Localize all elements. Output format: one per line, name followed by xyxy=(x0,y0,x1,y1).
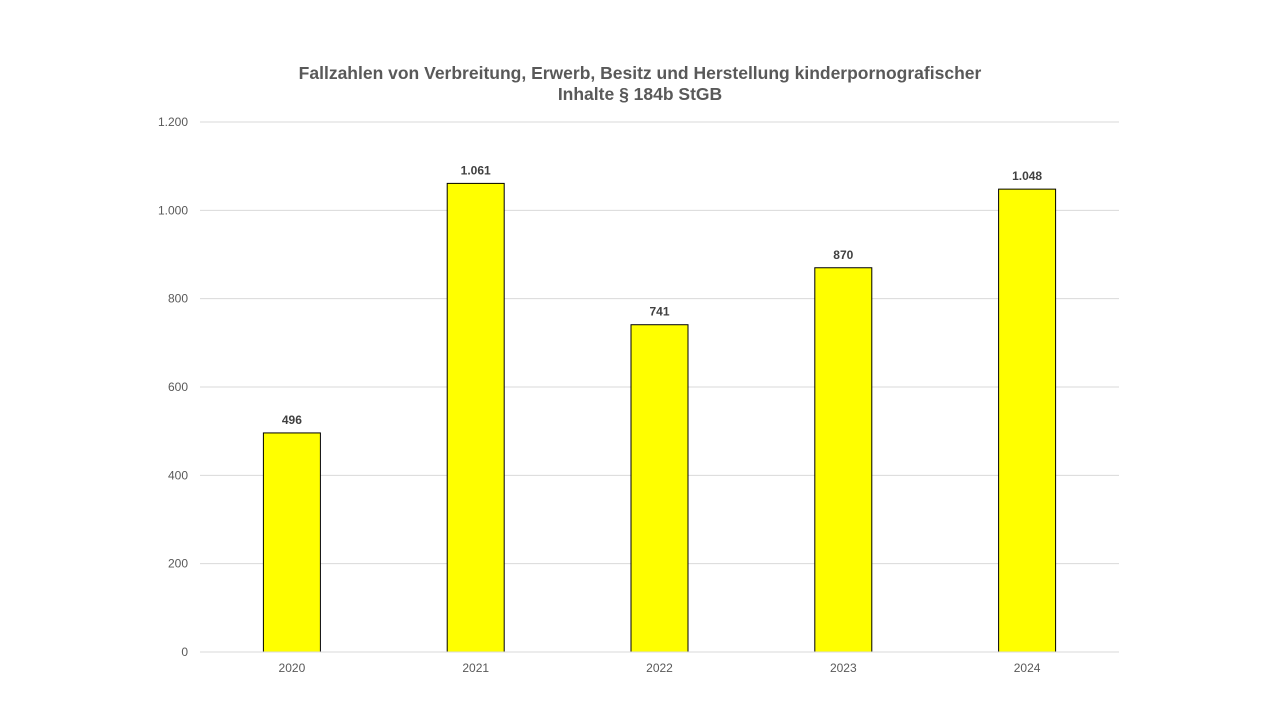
bar xyxy=(814,267,873,653)
data-label: 741 xyxy=(649,305,669,319)
bar xyxy=(446,182,505,653)
y-tick-label: 200 xyxy=(168,557,188,571)
bars xyxy=(262,182,1057,653)
y-tick-label: 1.200 xyxy=(158,115,188,129)
bar xyxy=(998,188,1057,653)
data-label: 496 xyxy=(282,413,302,427)
y-axis-tick-labels: 0 200 400 600 800 1.000 1.200 xyxy=(158,115,188,659)
x-tick-label: 2021 xyxy=(462,661,489,675)
x-axis-tick-labels: 2020 2021 2022 2023 2024 xyxy=(279,661,1041,675)
chart-title-line-2: Inhalte § 184b StGB xyxy=(557,84,723,104)
y-tick-label: 0 xyxy=(181,645,188,659)
data-label: 870 xyxy=(833,248,853,262)
bar xyxy=(262,432,321,653)
bar xyxy=(630,324,689,653)
y-tick-label: 600 xyxy=(168,380,188,394)
chart-title: Fallzahlen von Verbreitung, Erwerb, Besi… xyxy=(240,63,1040,105)
x-tick-label: 2022 xyxy=(646,661,673,675)
x-tick-label: 2020 xyxy=(279,661,306,675)
y-tick-label: 1.000 xyxy=(158,203,188,217)
data-label: 1.048 xyxy=(1012,169,1042,183)
x-tick-label: 2023 xyxy=(830,661,857,675)
data-label: 1.061 xyxy=(461,163,491,177)
x-tick-label: 2024 xyxy=(1014,661,1041,675)
y-tick-label: 400 xyxy=(168,468,188,482)
data-labels: 496 1.061 741 870 1.048 xyxy=(282,163,1043,427)
chart-title-line-1: Fallzahlen von Verbreitung, Erwerb, Besi… xyxy=(298,63,982,83)
y-tick-label: 800 xyxy=(168,292,188,306)
